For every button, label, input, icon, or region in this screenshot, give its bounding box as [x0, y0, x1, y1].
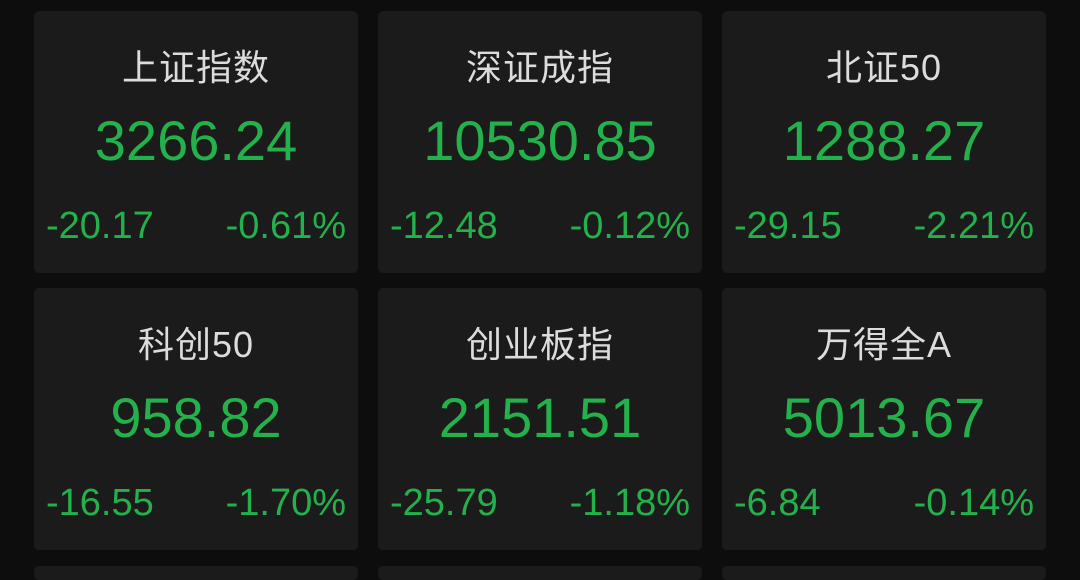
index-card[interactable]: 上证指数 3266.24 -20.17 -0.61% — [34, 11, 358, 273]
index-name: 北证50 — [825, 47, 943, 88]
index-change-absolute: -29.15 — [734, 205, 842, 247]
index-card[interactable]: 深证成指 10530.85 -12.48 -0.12% — [378, 11, 702, 273]
index-change-percent: -0.61% — [225, 205, 346, 247]
index-value: 2151.51 — [438, 386, 642, 449]
index-card[interactable]: 科创50 958.82 -16.55 -1.70% — [34, 288, 358, 550]
index-name: 创业板指 — [465, 324, 614, 365]
index-name: 万得全A — [815, 324, 952, 365]
index-value: 1288.27 — [782, 109, 986, 172]
index-value: 3266.24 — [94, 109, 298, 172]
index-value: 10530.85 — [423, 109, 657, 172]
index-change-absolute: -12.48 — [390, 205, 498, 247]
index-card-content: 北证50 1288.27 -29.15 -2.21% — [722, 11, 1046, 246]
index-card-content: 万得全A 5013.67 -6.84 -0.14% — [722, 288, 1046, 523]
index-change-row: -12.48 -0.12% — [378, 207, 702, 245]
index-card[interactable]: 北证50 1288.27 -29.15 -2.21% — [722, 11, 1046, 273]
index-change-row: -16.55 -1.70% — [34, 484, 358, 522]
index-change-absolute: -25.79 — [390, 482, 498, 524]
index-card-partial[interactable] — [34, 566, 358, 580]
index-card-grid-next-row-partial — [34, 566, 1046, 580]
index-change-percent: -0.12% — [569, 205, 690, 247]
index-card-content: 上证指数 3266.24 -20.17 -0.61% — [34, 11, 358, 246]
index-change-row: -6.84 -0.14% — [722, 484, 1046, 522]
index-change-row: -25.79 -1.18% — [378, 484, 702, 522]
index-change-percent: -1.18% — [569, 482, 690, 524]
index-card-content: 深证成指 10530.85 -12.48 -0.12% — [378, 11, 702, 246]
index-card-partial[interactable] — [722, 566, 1046, 580]
index-name: 上证指数 — [121, 47, 270, 88]
index-card[interactable]: 万得全A 5013.67 -6.84 -0.14% — [722, 288, 1046, 550]
index-change-percent: -2.21% — [913, 205, 1034, 247]
index-card-partial[interactable] — [378, 566, 702, 580]
index-value: 958.82 — [110, 386, 282, 449]
index-name: 科创50 — [137, 324, 255, 365]
index-value: 5013.67 — [782, 386, 986, 449]
index-card[interactable]: 创业板指 2151.51 -25.79 -1.18% — [378, 288, 702, 550]
index-change-row: -20.17 -0.61% — [34, 207, 358, 245]
index-change-row: -29.15 -2.21% — [722, 207, 1046, 245]
index-change-percent: -0.14% — [913, 482, 1034, 524]
index-change-absolute: -6.84 — [734, 482, 821, 524]
index-card-content: 科创50 958.82 -16.55 -1.70% — [34, 288, 358, 523]
index-card-content: 创业板指 2151.51 -25.79 -1.18% — [378, 288, 702, 523]
index-change-absolute: -20.17 — [46, 205, 154, 247]
index-name: 深证成指 — [465, 47, 614, 88]
index-change-absolute: -16.55 — [46, 482, 154, 524]
index-card-grid: 上证指数 3266.24 -20.17 -0.61% 深证成指 10530.85… — [34, 11, 1046, 550]
index-change-percent: -1.70% — [225, 482, 346, 524]
